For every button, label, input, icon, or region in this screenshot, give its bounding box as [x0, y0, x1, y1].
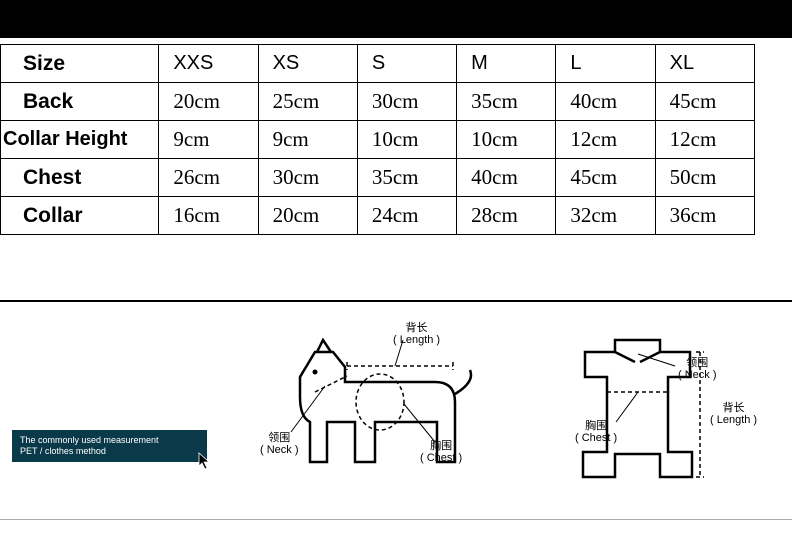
garment-neck-label: 领围 ( Neck ) — [678, 357, 717, 381]
en-text: ( Neck ) — [260, 444, 299, 456]
cell: 24cm — [357, 197, 456, 235]
row-collar: Collar — [1, 197, 159, 235]
dog-chest-label: 胸围 ( Chest ) — [420, 440, 462, 464]
row-collar-height: Collar Height — [1, 121, 159, 159]
cell: 50cm — [655, 159, 754, 197]
dog-neck-label: 领围 ( Neck ) — [260, 432, 299, 456]
col-size: Size — [1, 45, 159, 83]
cell: 40cm — [556, 83, 655, 121]
cn-text: 胸围 — [430, 440, 452, 452]
dog-length-label: 背长 ( Length ) — [393, 322, 440, 346]
diagram-panel: 背长 ( Length ) 胸围 ( Chest ) 领围 ( Neck ) — [0, 300, 792, 520]
measurement-method-label: The commonly used measurement PET / clot… — [12, 430, 207, 462]
col-xxs: XXS — [159, 45, 258, 83]
cell: 45cm — [655, 83, 754, 121]
cn-text: 背长 — [406, 322, 428, 334]
en-text: ( Length ) — [710, 414, 757, 426]
cell: 28cm — [457, 197, 556, 235]
col-s: S — [357, 45, 456, 83]
cn-text: 领围 — [268, 432, 290, 444]
garment-length-label: 背长 ( Length ) — [710, 402, 757, 426]
dog-diagram — [255, 322, 515, 502]
cell: 40cm — [457, 159, 556, 197]
cn-text: 领围 — [686, 357, 708, 369]
cn-text: 胸围 — [585, 420, 607, 432]
size-chart-table: Size XXS XS S M L XL Back 20cm 25cm 30cm… — [0, 44, 755, 235]
table-row: Chest 26cm 30cm 35cm 40cm 45cm 50cm — [1, 159, 755, 197]
en-text: ( Neck ) — [678, 369, 717, 381]
cursor-icon — [198, 452, 212, 470]
cell: 20cm — [159, 83, 258, 121]
cell: 9cm — [258, 121, 357, 159]
cell: 10cm — [357, 121, 456, 159]
cell: 10cm — [457, 121, 556, 159]
cell: 30cm — [258, 159, 357, 197]
cell: 36cm — [655, 197, 754, 235]
cell: 35cm — [357, 159, 456, 197]
table-row: Collar 16cm 20cm 24cm 28cm 32cm 36cm — [1, 197, 755, 235]
en-text: ( Length ) — [393, 334, 440, 346]
cell: 35cm — [457, 83, 556, 121]
col-m: M — [457, 45, 556, 83]
col-xs: XS — [258, 45, 357, 83]
cell: 25cm — [258, 83, 357, 121]
table-header-row: Size XXS XS S M L XL — [1, 45, 755, 83]
cell: 30cm — [357, 83, 456, 121]
garment-chest-label: 胸围 ( Chest ) — [575, 420, 617, 444]
cell: 16cm — [159, 197, 258, 235]
top-black-bar — [0, 0, 792, 38]
cn-text: 背长 — [723, 402, 745, 414]
en-text: ( Chest ) — [420, 452, 462, 464]
label-line2: PET / clothes method — [20, 446, 106, 456]
col-l: L — [556, 45, 655, 83]
table-row: Collar Height 9cm 9cm 10cm 10cm 12cm 12c… — [1, 121, 755, 159]
cell: 9cm — [159, 121, 258, 159]
table-row: Back 20cm 25cm 30cm 35cm 40cm 45cm — [1, 83, 755, 121]
cell: 12cm — [556, 121, 655, 159]
cell: 12cm — [655, 121, 754, 159]
cell: 45cm — [556, 159, 655, 197]
col-xl: XL — [655, 45, 754, 83]
label-line1: The commonly used measurement — [20, 435, 159, 445]
cell: 32cm — [556, 197, 655, 235]
row-chest: Chest — [1, 159, 159, 197]
cell: 26cm — [159, 159, 258, 197]
row-back: Back — [1, 83, 159, 121]
cell: 20cm — [258, 197, 357, 235]
en-text: ( Chest ) — [575, 432, 617, 444]
